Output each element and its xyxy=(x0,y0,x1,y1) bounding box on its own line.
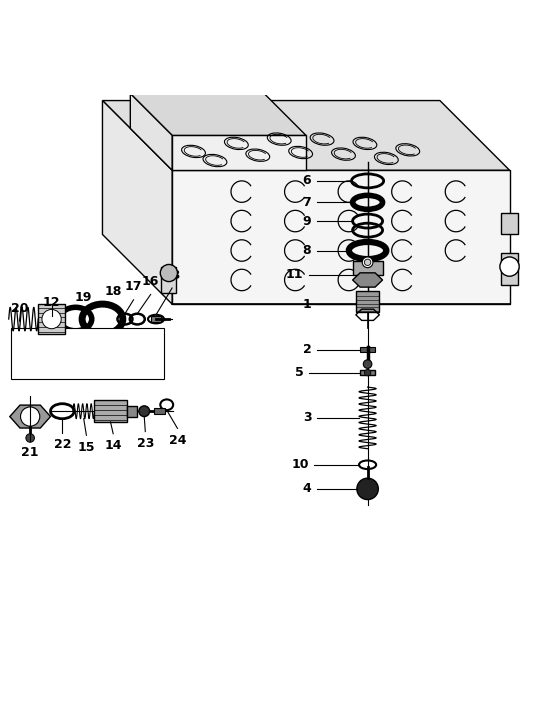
Text: 4: 4 xyxy=(302,482,311,495)
Bar xyxy=(154,408,165,415)
Bar xyxy=(11,328,164,379)
Text: 13: 13 xyxy=(163,269,181,282)
Text: 11: 11 xyxy=(286,268,303,281)
Circle shape xyxy=(139,406,150,417)
Text: 10: 10 xyxy=(291,458,309,471)
Circle shape xyxy=(362,257,373,268)
Text: 24: 24 xyxy=(169,433,186,446)
Bar xyxy=(356,290,379,312)
Polygon shape xyxy=(353,273,382,287)
Text: 7: 7 xyxy=(302,196,311,209)
Text: 18: 18 xyxy=(105,285,122,298)
Circle shape xyxy=(161,264,177,282)
Circle shape xyxy=(357,478,378,499)
Polygon shape xyxy=(172,135,306,170)
Bar xyxy=(38,304,65,334)
Polygon shape xyxy=(130,94,172,170)
Circle shape xyxy=(365,370,371,376)
Circle shape xyxy=(365,259,371,266)
Text: 21: 21 xyxy=(21,446,39,459)
Bar xyxy=(502,213,518,234)
Polygon shape xyxy=(103,100,510,170)
Bar xyxy=(95,401,127,422)
Text: 8: 8 xyxy=(303,244,311,257)
Polygon shape xyxy=(103,100,172,304)
Text: 3: 3 xyxy=(303,412,311,425)
Text: 6: 6 xyxy=(303,174,311,187)
Circle shape xyxy=(42,309,61,329)
Circle shape xyxy=(500,257,519,276)
Bar xyxy=(353,261,382,274)
Circle shape xyxy=(364,360,372,368)
Text: 1: 1 xyxy=(302,298,311,311)
Polygon shape xyxy=(130,94,306,135)
Text: 16: 16 xyxy=(142,275,159,288)
Text: 20: 20 xyxy=(11,302,28,315)
Bar xyxy=(502,253,518,285)
Circle shape xyxy=(20,407,40,426)
Text: 12: 12 xyxy=(43,296,60,309)
Bar xyxy=(127,406,137,417)
Circle shape xyxy=(26,433,34,442)
Bar xyxy=(162,266,176,293)
Text: 22: 22 xyxy=(54,438,71,451)
Text: 23: 23 xyxy=(136,437,154,450)
Text: 2: 2 xyxy=(302,343,311,356)
Text: 19: 19 xyxy=(75,291,92,304)
Polygon shape xyxy=(10,405,50,428)
Text: 5: 5 xyxy=(295,366,303,379)
Text: 14: 14 xyxy=(104,439,122,452)
Bar xyxy=(151,316,162,322)
Text: 17: 17 xyxy=(125,280,142,293)
Bar xyxy=(360,347,375,352)
Polygon shape xyxy=(172,170,510,304)
Bar xyxy=(360,370,375,375)
Text: 9: 9 xyxy=(303,215,311,227)
Text: 15: 15 xyxy=(78,441,95,454)
